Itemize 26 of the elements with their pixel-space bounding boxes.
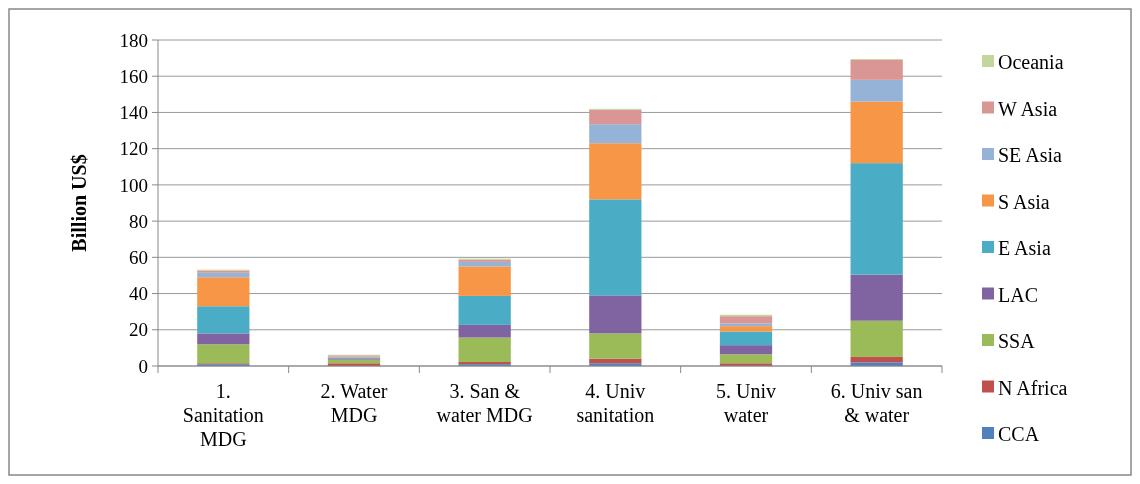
- x-tick-label: 4. Univ sanitation: [576, 380, 655, 426]
- x-tick-label: 1. Sanitation MDG: [182, 380, 264, 450]
- legend-label: Oceania: [998, 51, 1064, 73]
- y-axis-title: Billion US$: [68, 154, 90, 252]
- y-tick-label: 60: [129, 246, 148, 268]
- x-tick-label: 5. Univ water: [716, 380, 776, 426]
- y-tick-label: 180: [119, 29, 148, 51]
- x-tick-label: 3. San & water MDG: [436, 380, 533, 426]
- legend-label: N Africa: [998, 376, 1068, 399]
- y-tick-label: 120: [119, 138, 148, 160]
- y-tick-label: 140: [119, 102, 148, 124]
- x-tick-label: 6. Univ san & water: [830, 380, 923, 426]
- y-tick-label: 20: [129, 319, 148, 341]
- legend-label: S Asia: [998, 190, 1050, 213]
- legend-label: SSA: [998, 330, 1036, 352]
- legend-label: CCA: [998, 423, 1040, 445]
- y-tick-label: 0: [138, 355, 148, 377]
- x-tick-label: 2. Water MDG: [320, 380, 388, 426]
- y-tick-label: 160: [119, 65, 148, 87]
- legend-label: SE Asia: [998, 144, 1063, 166]
- y-tick-label: 100: [119, 174, 148, 196]
- legend-label: W Asia: [998, 97, 1058, 120]
- y-tick-label: 40: [129, 283, 148, 305]
- y-tick-label: 80: [129, 210, 148, 232]
- legend-label: LAC: [998, 283, 1038, 306]
- legend-label: E Asia: [998, 237, 1051, 259]
